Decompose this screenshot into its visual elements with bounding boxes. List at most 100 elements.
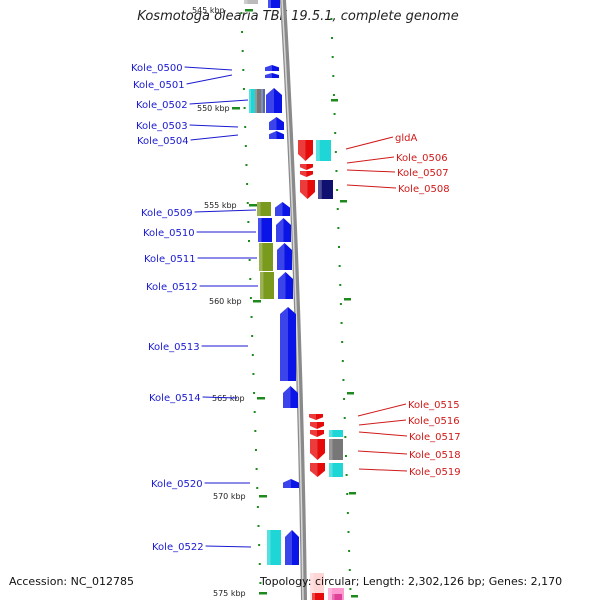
track-dot [343, 398, 346, 400]
track-dot [342, 379, 345, 381]
gene-label: Kole_0518 [409, 450, 461, 461]
gene-feature [329, 463, 343, 477]
scale-tick [351, 595, 358, 598]
gene-feature-shade [267, 530, 271, 565]
track-dot [252, 373, 255, 375]
scale-tick [259, 495, 267, 498]
leader-line [205, 545, 252, 548]
gene-feature-shade [285, 530, 292, 565]
track-dot [241, 50, 244, 52]
track-dot [248, 240, 250, 242]
track-dot [345, 474, 348, 476]
left-dot-track [240, 12, 262, 584]
gene-feature-shade [310, 463, 318, 477]
gene-feature-shade [278, 272, 286, 299]
track-dot [332, 75, 335, 77]
track-dot [336, 208, 339, 210]
leader-line [346, 184, 397, 189]
gene-feature-shade [261, 89, 263, 113]
gene-feature-shade [265, 73, 272, 78]
gene-feature [285, 530, 299, 565]
leader-line [194, 209, 257, 213]
track-dot [240, 12, 243, 14]
track-dot [254, 430, 257, 432]
gene-feature [298, 140, 313, 161]
gene-feature-shade [328, 588, 332, 600]
gene-feature-shade [329, 439, 333, 460]
track-dot [249, 297, 252, 299]
scale-tick [347, 392, 354, 395]
leader-line [346, 169, 396, 173]
gene-feature [280, 307, 296, 381]
gene-feature [255, 89, 261, 113]
gene-feature-shade [259, 243, 263, 271]
gene-label: Kole_0502 [136, 100, 188, 111]
gene-feature [310, 422, 324, 429]
gene-feature [309, 414, 323, 420]
gene-feature [300, 180, 315, 199]
gene-feature-shade [269, 117, 277, 130]
leader-line [189, 99, 249, 105]
scale-tick [257, 397, 265, 400]
scale-tick [245, 9, 253, 12]
track-dot [254, 449, 257, 451]
gene-label: Kole_0516 [408, 416, 460, 427]
gene-feature [266, 88, 282, 113]
leader-line [358, 431, 408, 437]
topology-text: Topology: circular; Length: 2,302,126 bp… [260, 575, 563, 588]
gene-feature-shade [249, 89, 251, 113]
track-dot [246, 183, 249, 185]
gene-feature-shade [260, 272, 264, 299]
gene-feature-shade [255, 89, 257, 113]
scale-ticks: 545 kbp 550 kbp 555 kbp 560 kbp 565 kbp 570 k… [192, 6, 358, 598]
gene-feature-shade [268, 0, 271, 8]
gene-label: Kole_0522 [152, 542, 204, 553]
scale-label: 565 kbp [212, 394, 245, 403]
scale-label: 545 kbp [192, 6, 225, 15]
gene-feature [265, 65, 279, 71]
gene-label: Kole_0514 [149, 393, 201, 404]
gene-feature-shade [310, 439, 318, 460]
track-dot [339, 303, 342, 305]
track-dot [244, 145, 247, 147]
gene-feature [265, 73, 279, 78]
gene-feature [269, 131, 284, 139]
track-dot [332, 94, 335, 96]
track-dot [246, 202, 249, 204]
gene-label: Kole_0513 [148, 342, 200, 353]
leader-line [186, 74, 233, 85]
gene-features [244, 0, 344, 600]
track-dot [248, 259, 251, 261]
scale-tick [249, 204, 257, 207]
gene-feature-shade [275, 202, 283, 216]
gene-feature [260, 272, 274, 299]
gene-feature-shade [300, 180, 308, 199]
scale-label: 555 kbp [204, 201, 237, 210]
gene-feature-shade [276, 218, 284, 242]
gene-feature-shade [300, 164, 307, 170]
gene-feature [244, 0, 258, 4]
gene-feature [332, 594, 342, 600]
right-gene-labels: gldA Kole_0506 Kole_0507 Kole_0508 Kole_0515… [345, 133, 461, 478]
gene-feature-shade [309, 414, 316, 420]
track-dot [344, 455, 347, 457]
gene-label: Kole_0507 [397, 168, 449, 179]
track-dot [257, 525, 260, 527]
gene-feature-shade [280, 307, 288, 381]
track-dot [253, 392, 256, 394]
gene-label: Kole_0500 [131, 63, 183, 74]
gene-feature [277, 243, 292, 270]
gene-feature-shade [266, 88, 274, 113]
track-dot [338, 246, 340, 248]
track-dot [250, 316, 253, 318]
gene-feature-shade [332, 594, 335, 600]
scale-tick [253, 300, 261, 303]
gene-feature-shade [283, 386, 291, 408]
track-dot [335, 170, 338, 172]
track-dot [251, 335, 254, 337]
track-dot [256, 487, 259, 489]
gene-feature [261, 89, 265, 113]
gene-label: Kole_0509 [141, 208, 193, 219]
scale-tick [259, 592, 267, 595]
track-dot [256, 506, 259, 508]
